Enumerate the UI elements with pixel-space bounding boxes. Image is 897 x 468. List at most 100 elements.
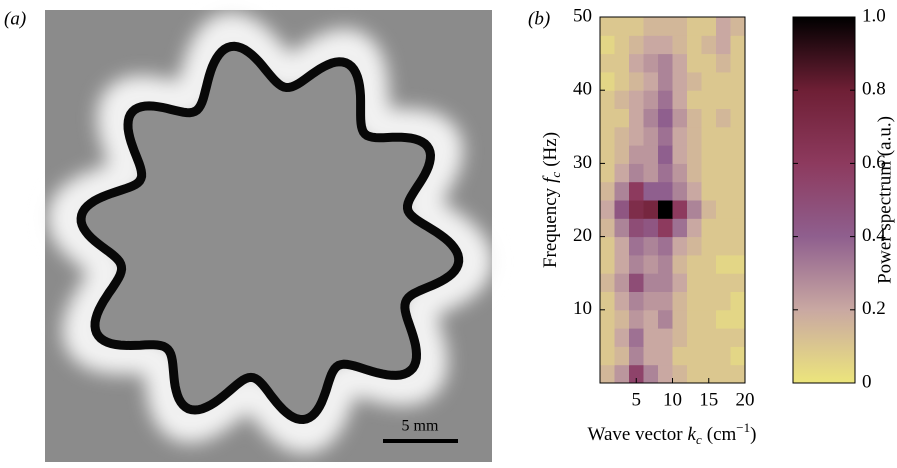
heatmap-cell [716,255,731,274]
heatmap-cell [644,90,659,109]
heatmap-cell [615,17,630,36]
heatmap-cell [615,328,630,347]
heatmap-cell [673,182,688,201]
colorbar-tick-label: 0.8 [862,79,886,100]
y-tick-label: 20 [573,225,592,246]
heatmap-cell [673,310,688,329]
heatmap-cell [687,273,702,292]
heatmap-cell [629,237,644,256]
heatmap-cell [673,17,688,36]
heatmap-cell [716,365,731,384]
heatmap-cell [731,72,746,91]
heatmap-cell [615,109,630,128]
heatmap-cell [658,218,673,237]
heatmap-cell [600,273,615,292]
heatmap-cell [600,365,615,384]
heatmap-cell [716,273,731,292]
heatmap-cell [644,145,659,164]
heatmap-cell [687,54,702,73]
y-tick-label: 30 [573,152,592,173]
heatmap-cell [731,328,746,347]
heatmap-cell [600,328,615,347]
heatmap-cell [600,346,615,365]
heatmap-cell [687,35,702,54]
heatmap-cell [615,346,630,365]
heatmap-cell [716,346,731,365]
heatmap-cell [731,145,746,164]
heatmap-cell [600,237,615,256]
colorbar-label: Power spectrum (a.u.) [874,116,895,284]
heatmap-cell [658,127,673,146]
colorbar-tick-label: 0 [862,371,872,392]
heatmap-cell [629,72,644,91]
heatmap-cell [716,218,731,237]
heatmap-cell [673,145,688,164]
heatmap-cell [731,237,746,256]
x-label-sub: c [696,432,702,447]
heatmap-cell [600,163,615,182]
heatmap-cell [644,200,659,219]
heatmap-cell [600,200,615,219]
heatmap-cell [644,365,659,384]
heatmap-cell [687,200,702,219]
heatmap-cell [716,90,731,109]
heatmap-cell [731,90,746,109]
heatmap-cell [687,90,702,109]
heatmap-cell [600,17,615,36]
heatmap-cell [673,90,688,109]
heatmap-cell [673,163,688,182]
heatmap-cell [731,365,746,384]
heatmap-cell [658,328,673,347]
heatmap-cell [687,346,702,365]
heatmap-cell [644,218,659,237]
heatmap-cell [702,163,717,182]
heatmap-cell [702,35,717,54]
heatmap-cell [687,255,702,274]
heatmap-cell [615,127,630,146]
x-tick-label: 20 [736,389,755,410]
x-tick-label: 10 [663,389,682,410]
heatmap-cell [658,346,673,365]
heatmap-cell [600,310,615,329]
heatmap-cell [615,292,630,311]
heatmap-cell [673,109,688,128]
colorbar-tick-label: 0.6 [862,152,886,173]
heatmap-cell [644,346,659,365]
heatmap-cell [702,145,717,164]
heatmap-cell [702,328,717,347]
heatmap-cell [644,127,659,146]
heatmap-cell [673,218,688,237]
y-label-unit: (Hz) [540,132,561,167]
heatmap-cell [716,127,731,146]
heatmap-cell [673,346,688,365]
x-tick-label: 15 [699,389,718,410]
heatmap-cell [716,200,731,219]
y-tick-label: 40 [573,79,592,100]
heatmap-cell [600,145,615,164]
heatmap-cell [658,255,673,274]
heatmap-cell [615,365,630,384]
heatmap-cell [687,72,702,91]
heatmap-cell [716,145,731,164]
heatmap-cell [658,200,673,219]
heatmap-cell [687,328,702,347]
heatmap-cell [658,237,673,256]
colorbar [793,17,855,383]
heatmap-cell [731,310,746,329]
heatmap-cell [702,255,717,274]
heatmap-cell [615,237,630,256]
heatmap-cell [644,17,659,36]
heatmap-cell [731,200,746,219]
heatmap-cell [687,17,702,36]
heatmap-cell [644,35,659,54]
heatmap-cell [716,54,731,73]
heatmap-cell [716,328,731,347]
heatmap-cell [600,109,615,128]
heatmap-cell [702,17,717,36]
heatmap-cell [658,163,673,182]
scale-bar-label: 5 mm [402,418,439,435]
heatmap-cell [615,310,630,329]
heatmap-cell [687,310,702,329]
heatmap-cell [615,72,630,91]
heatmap-cell [687,145,702,164]
